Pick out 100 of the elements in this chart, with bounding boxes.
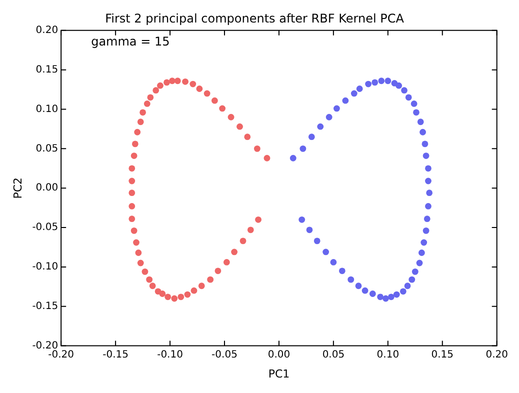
point [298,216,306,223]
point [413,109,420,116]
point [372,79,378,86]
point [322,248,330,256]
point [400,288,406,295]
point [240,238,246,244]
point [408,276,416,283]
x-tick-label: -0.20 [48,349,74,360]
point [416,260,423,266]
annotation: gamma = 15 [91,34,170,49]
point [410,100,418,107]
point [425,178,432,184]
point [384,78,392,84]
point [174,78,181,84]
chart-title: First 2 principal components after RBF Kernel PCA [105,11,405,26]
point [405,94,412,101]
point [365,80,372,88]
point [377,294,384,300]
point [308,134,315,140]
point [338,268,346,274]
point [306,226,313,234]
point [231,248,238,256]
y-tick-label: 0.10 [36,104,58,115]
point [164,79,170,86]
point [137,118,144,126]
point [198,282,205,290]
x-tick-label: -0.15 [102,349,128,360]
point [426,190,433,196]
point [420,128,426,136]
point [190,287,198,294]
point [422,152,430,159]
point [211,97,218,104]
y-tick-label: -0.15 [32,300,58,312]
point [169,78,176,84]
point [171,295,178,302]
x-tick-label: 0.15 [431,349,454,360]
point [214,268,222,274]
point [228,114,234,120]
point [300,145,306,152]
x-tick-label: 0.05 [322,349,345,360]
point [314,238,320,244]
point [128,165,136,172]
point [137,260,144,266]
x-tick-label: -0.05 [212,349,238,360]
y-tick-label: 0.05 [36,143,58,154]
point [412,268,418,275]
y-tick-label: -0.05 [32,222,58,234]
x-tick-label: 0.00 [268,349,290,360]
point [424,216,430,222]
point [219,105,226,112]
y-tick-label: -0.20 [32,340,58,352]
point [420,239,428,246]
point [396,82,402,89]
y-tick-label: 0.20 [36,24,58,36]
point [152,87,160,94]
point [132,140,138,148]
point [164,294,172,300]
point [362,287,368,294]
point [178,294,184,300]
point [290,154,296,162]
point [388,294,394,300]
point [422,140,428,148]
point [196,86,203,92]
point [348,276,354,283]
point [144,100,150,107]
point [342,97,349,104]
point [182,78,188,85]
point [393,291,400,298]
point [401,87,408,94]
y-tick-label: 0.15 [36,64,58,76]
point [264,154,270,162]
point [254,145,260,152]
point [133,239,140,246]
x-tick-label: 0.20 [486,349,508,360]
x-tick-label: 0.10 [376,349,400,360]
point [236,123,243,130]
point [146,276,153,283]
point [159,290,166,297]
x-tick-label: -0.10 [157,349,183,360]
point [422,227,430,234]
point [135,250,142,256]
point [334,105,340,112]
point [128,190,136,196]
point [207,276,214,283]
point [355,282,362,290]
point [147,94,154,101]
point [369,290,376,297]
point [330,259,337,266]
y-tick-label: 0.00 [36,182,58,194]
point [128,203,136,210]
point [417,118,424,126]
point [326,114,332,120]
point [255,216,262,223]
point [130,227,138,234]
point [350,90,358,97]
point [223,259,230,266]
point [142,268,148,275]
y-tick-label: -0.10 [32,262,58,273]
point [425,165,432,172]
point [134,128,141,136]
